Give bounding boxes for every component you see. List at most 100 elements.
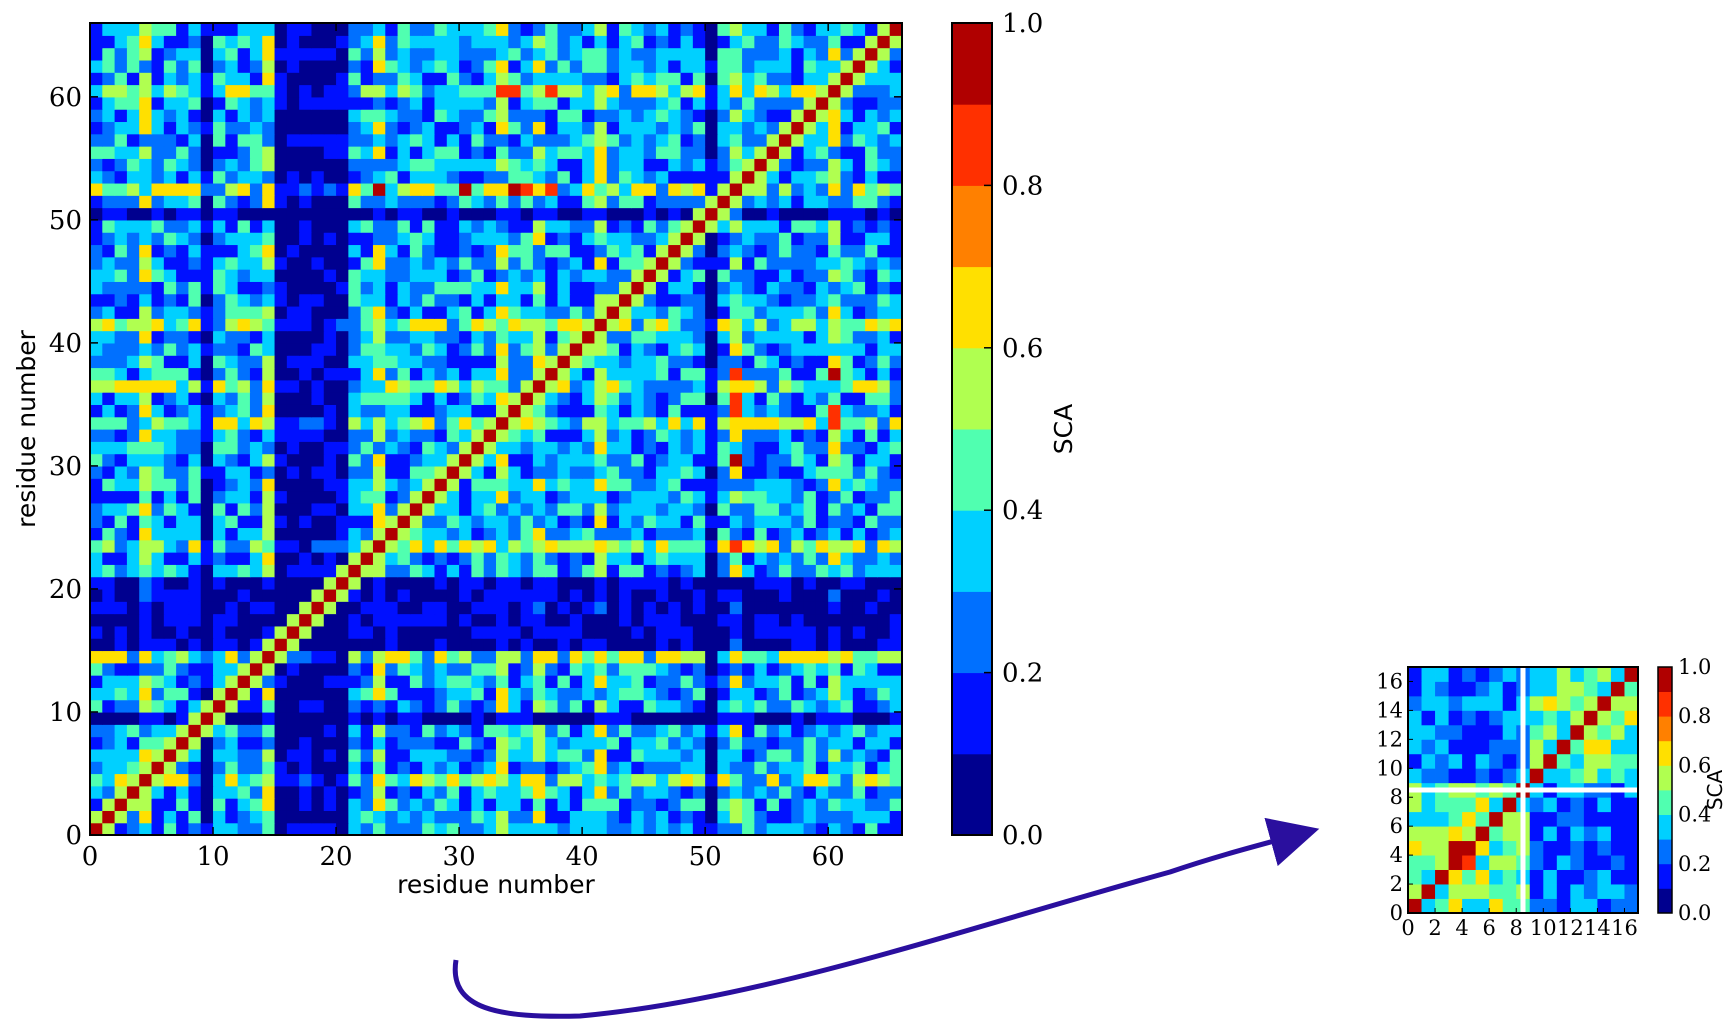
heatmap-cell	[434, 392, 447, 405]
heatmap-cell	[484, 601, 497, 614]
heatmap-cell	[410, 244, 423, 257]
heatmap-cell	[102, 367, 115, 380]
heatmap-cell	[533, 380, 546, 393]
heatmap-cell	[656, 331, 669, 344]
inset-heatmap-cell	[1408, 754, 1422, 769]
heatmap-cell	[410, 687, 423, 700]
heatmap-cell	[828, 48, 841, 61]
heatmap-cell	[791, 798, 804, 811]
heatmap-cell	[188, 441, 201, 454]
inset-heatmap-cell	[1584, 667, 1598, 682]
heatmap-cell	[348, 232, 361, 245]
heatmap-cell	[717, 527, 730, 540]
heatmap-cell	[385, 687, 398, 700]
heatmap-cell	[828, 97, 841, 110]
heatmap-cell	[484, 158, 497, 171]
heatmap-cell	[201, 48, 214, 61]
heatmap-cell	[890, 638, 903, 651]
heatmap-cell	[238, 417, 251, 430]
heatmap-cell	[853, 269, 866, 282]
heatmap-cell	[484, 331, 497, 344]
heatmap-cell	[152, 478, 165, 491]
heatmap-cell	[656, 724, 669, 737]
heatmap-cell	[521, 429, 534, 442]
heatmap-cell	[853, 552, 866, 565]
heatmap-cell	[213, 466, 226, 479]
heatmap-cell	[767, 134, 780, 147]
heatmap-cell	[127, 454, 140, 467]
colorbar-tick-label: 1.0	[1002, 9, 1043, 39]
heatmap-cell	[410, 429, 423, 442]
heatmap-cell	[324, 601, 337, 614]
heatmap-cell	[422, 294, 435, 307]
heatmap-cell	[348, 146, 361, 159]
heatmap-cell	[188, 220, 201, 233]
heatmap-cell	[644, 515, 657, 528]
heatmap-cell	[767, 700, 780, 713]
heatmap-cell	[508, 810, 521, 823]
heatmap-cell	[484, 466, 497, 479]
heatmap-cell	[238, 650, 251, 663]
heatmap-cell	[804, 761, 817, 774]
heatmap-cell	[594, 466, 607, 479]
heatmap-cell	[496, 601, 509, 614]
heatmap-cell	[262, 343, 275, 356]
inset-heatmap-cell	[1597, 696, 1611, 711]
heatmap-cell	[459, 294, 472, 307]
heatmap-cell	[508, 171, 521, 184]
heatmap-cell	[484, 491, 497, 504]
heatmap-cell	[152, 35, 165, 48]
heatmap-cell	[102, 478, 115, 491]
heatmap-cell	[299, 638, 312, 651]
heatmap-cell	[705, 441, 718, 454]
heatmap-cell	[324, 158, 337, 171]
heatmap-cell	[385, 232, 398, 245]
heatmap-cell	[102, 589, 115, 602]
heatmap-cell	[471, 478, 484, 491]
heatmap-cell	[262, 355, 275, 368]
heatmap-cell	[533, 614, 546, 627]
heatmap-cell	[324, 281, 337, 294]
heatmap-cell	[139, 810, 152, 823]
heatmap-cell	[865, 773, 878, 786]
heatmap-cell	[324, 343, 337, 356]
inset-x-tick-label: 12	[1557, 916, 1584, 940]
heatmap-cell	[385, 97, 398, 110]
heatmap-cell	[717, 48, 730, 61]
heatmap-cell	[594, 687, 607, 700]
inset-heatmap-cell	[1557, 696, 1571, 711]
heatmap-cell	[582, 700, 595, 713]
heatmap-cell	[250, 232, 263, 245]
heatmap-cell	[311, 121, 324, 134]
heatmap-cell	[644, 663, 657, 676]
heatmap-cell	[102, 195, 115, 208]
heatmap-cell	[791, 564, 804, 577]
heatmap-cell	[791, 244, 804, 257]
heatmap-cell	[791, 724, 804, 737]
heatmap-cell	[262, 798, 275, 811]
heatmap-cell	[791, 318, 804, 331]
heatmap-cell	[570, 823, 583, 836]
heatmap-cell	[385, 798, 398, 811]
heatmap-cell	[705, 48, 718, 61]
heatmap-cell	[275, 650, 288, 663]
inset-heatmap-cell	[1503, 768, 1517, 783]
heatmap-cell	[828, 650, 841, 663]
heatmap-cell	[717, 208, 730, 221]
heatmap-cell	[164, 577, 177, 590]
heatmap-cell	[717, 515, 730, 528]
heatmap-cell	[730, 232, 743, 245]
heatmap-cell	[840, 478, 853, 491]
heatmap-cell	[275, 823, 288, 836]
heatmap-cell	[730, 810, 743, 823]
heatmap-cell	[373, 577, 386, 590]
heatmap-cell	[890, 687, 903, 700]
heatmap-cell	[570, 564, 583, 577]
heatmap-cell	[434, 687, 447, 700]
heatmap-cell	[496, 614, 509, 627]
heatmap-cell	[311, 281, 324, 294]
heatmap-cell	[471, 454, 484, 467]
heatmap-cell	[754, 343, 767, 356]
heatmap-cell	[533, 712, 546, 725]
inset-colorbar-band	[1658, 888, 1672, 913]
